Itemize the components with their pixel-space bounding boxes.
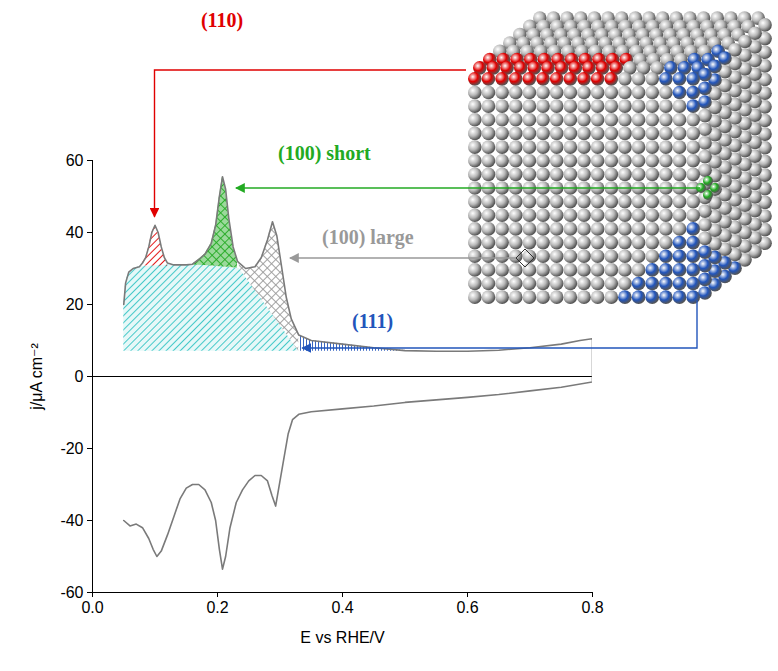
svg-text:0.8: 0.8: [581, 599, 603, 616]
svg-text:(100) short: (100) short: [278, 142, 371, 165]
svg-text:0.0: 0.0: [81, 599, 103, 616]
svg-text:(100) large: (100) large: [322, 226, 414, 249]
svg-text:40: 40: [66, 224, 84, 241]
svg-text:j/μA cm⁻²: j/μA cm⁻²: [28, 343, 45, 411]
svg-text:0: 0: [75, 368, 84, 385]
svg-text:(110): (110): [201, 9, 243, 32]
svg-text:-60: -60: [60, 584, 83, 601]
svg-text:60: 60: [66, 152, 84, 169]
svg-text:20: 20: [66, 296, 84, 313]
svg-text:-40: -40: [60, 512, 83, 529]
svg-text:E vs RHE/V: E vs RHE/V: [300, 629, 385, 646]
svg-text:0.4: 0.4: [331, 599, 353, 616]
svg-text:0.6: 0.6: [456, 599, 478, 616]
svg-text:-20: -20: [60, 440, 83, 457]
svg-text:0.2: 0.2: [206, 599, 228, 616]
svg-text:(111): (111): [352, 310, 393, 333]
